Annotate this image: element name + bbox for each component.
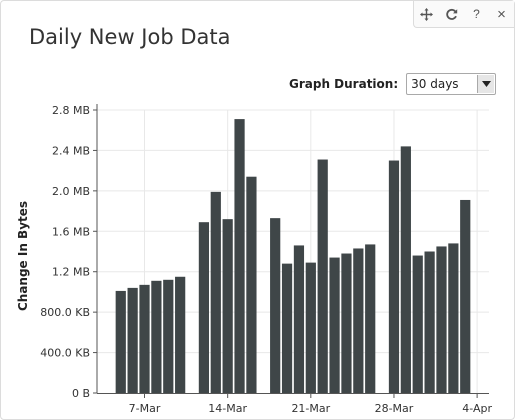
- chart-bar: [341, 253, 352, 393]
- chart-bar: [234, 119, 245, 393]
- chart-bar: [388, 160, 400, 393]
- graph-duration-value: 30 days: [411, 77, 459, 91]
- chart-bar: [424, 251, 435, 393]
- x-tick-label: 4-Apr: [462, 402, 492, 415]
- y-tick-label: 0 B: [72, 387, 90, 400]
- chart-bar: [329, 257, 340, 393]
- graph-duration-select[interactable]: 30 days: [406, 73, 497, 95]
- chart-bar: [365, 244, 376, 393]
- chart-bar: [412, 255, 423, 393]
- chart-bar: [139, 284, 150, 393]
- move-icon[interactable]: [418, 5, 436, 23]
- y-tick-label: 800.0 KB: [40, 306, 90, 319]
- chart-bar: [305, 262, 316, 393]
- graph-duration-control: Graph Duration: 30 days: [289, 73, 497, 95]
- chart-bar: [222, 219, 233, 393]
- chart-bar: [281, 263, 293, 393]
- widget-toolbar: ? ×: [413, 1, 514, 28]
- chart-bar: [270, 218, 281, 393]
- help-button[interactable]: ?: [473, 7, 480, 21]
- chart-bar: [317, 159, 328, 393]
- y-tick-label: 2.0 MB: [52, 185, 90, 198]
- graph-duration-label: Graph Duration:: [289, 77, 399, 91]
- chart-bar: [448, 243, 459, 393]
- chart-bar: [353, 248, 364, 393]
- chart-bar: [151, 280, 162, 393]
- close-button[interactable]: ×: [497, 5, 506, 23]
- chart-bar: [460, 199, 471, 393]
- y-tick-label: 1.6 MB: [52, 225, 90, 238]
- refresh-icon[interactable]: [443, 5, 461, 23]
- chart-bar: [115, 290, 126, 393]
- chart-bar: [293, 245, 305, 393]
- widget-title: Daily New Job Data: [29, 25, 231, 49]
- chart-bar: [198, 222, 210, 393]
- chevron-down-icon: [477, 75, 495, 93]
- chart-bar: [246, 176, 257, 393]
- y-tick-label: 2.4 MB: [52, 144, 90, 157]
- x-tick-label: 21-Mar: [291, 402, 330, 415]
- chart-bar: [163, 279, 174, 393]
- chart-bar: [175, 276, 186, 393]
- x-tick-label: 14-Mar: [208, 402, 247, 415]
- y-tick-label: 400.0 KB: [40, 347, 90, 360]
- chart-bar: [210, 191, 221, 393]
- y-tick-label: 1.2 MB: [52, 266, 90, 279]
- x-tick-label: 7-Mar: [129, 402, 161, 415]
- chart-bar: [127, 287, 138, 393]
- chart-bar: [400, 146, 411, 393]
- y-axis-title: Change In Bytes: [16, 201, 30, 311]
- y-tick-label: 2.8 MB: [52, 104, 90, 117]
- chart-bar: [436, 246, 447, 393]
- x-tick-label: 28-Mar: [375, 402, 414, 415]
